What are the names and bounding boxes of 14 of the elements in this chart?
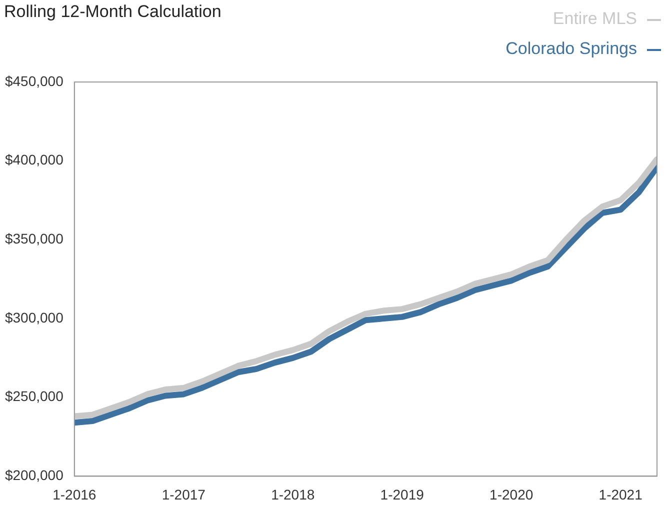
y-tick-label: $400,000 (4, 152, 64, 168)
x-tick-label: 1-2020 (490, 486, 534, 502)
x-tick-label: 1-2018 (271, 486, 315, 502)
y-tick-label: $300,000 (4, 309, 64, 326)
x-tick-label: 1-2019 (380, 486, 424, 502)
y-tick-label: $250,000 (4, 388, 64, 404)
x-tick-label: 1-2017 (162, 486, 206, 502)
x-tick-label: 1-2021 (598, 486, 643, 502)
x-tick-label: 1-2016 (52, 486, 96, 502)
chart-title: Rolling 12-Month Calculation (4, 2, 222, 22)
legend-label: Colorado Springs (506, 39, 637, 58)
y-tick-label: $200,000 (4, 467, 64, 484)
y-tick-label: $350,000 (4, 230, 64, 247)
y-tick-label: $450,000 (4, 72, 64, 89)
